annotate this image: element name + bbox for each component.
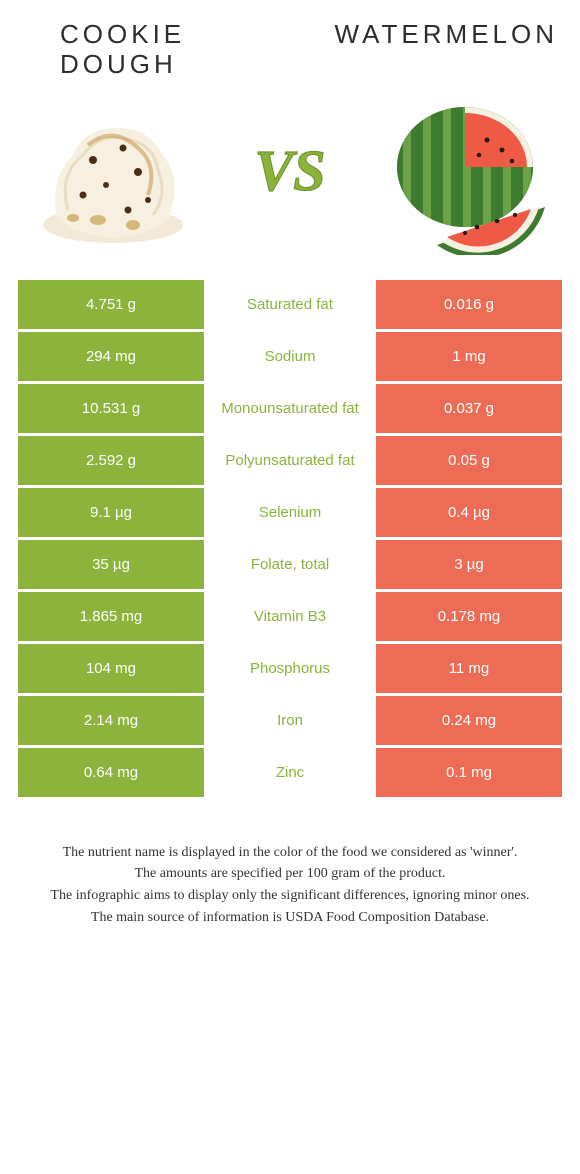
nutrient-table: 4.751 gSaturated fat0.016 g294 mgSodium1… bbox=[18, 280, 562, 800]
table-row: 104 mgPhosphorus11 mg bbox=[18, 644, 562, 696]
left-value: 4.751 g bbox=[18, 280, 204, 329]
nutrient-label: Selenium bbox=[204, 488, 376, 537]
right-food-image bbox=[372, 90, 562, 260]
left-value: 0.64 mg bbox=[18, 748, 204, 797]
hero-row: VS bbox=[18, 90, 562, 260]
table-row: 1.865 mgVitamin B30.178 mg bbox=[18, 592, 562, 644]
left-food-title: COOKIE DOUGH bbox=[18, 20, 290, 80]
left-value: 35 µg bbox=[18, 540, 204, 589]
nutrient-label: Monounsaturated fat bbox=[204, 384, 376, 433]
right-food-title: WATERMELON bbox=[290, 20, 562, 50]
left-value: 9.1 µg bbox=[18, 488, 204, 537]
right-value: 0.05 g bbox=[376, 436, 562, 485]
right-value: 0.178 mg bbox=[376, 592, 562, 641]
explanation-footer: The nutrient name is displayed in the co… bbox=[18, 842, 562, 929]
table-row: 2.592 gPolyunsaturated fat0.05 g bbox=[18, 436, 562, 488]
footer-line: The nutrient name is displayed in the co… bbox=[46, 842, 534, 864]
footer-line: The main source of information is USDA F… bbox=[46, 907, 534, 929]
nutrient-label: Sodium bbox=[204, 332, 376, 381]
table-row: 294 mgSodium1 mg bbox=[18, 332, 562, 384]
table-row: 2.14 mgIron0.24 mg bbox=[18, 696, 562, 748]
left-value: 294 mg bbox=[18, 332, 204, 381]
footer-line: The amounts are specified per 100 gram o… bbox=[46, 863, 534, 885]
table-row: 4.751 gSaturated fat0.016 g bbox=[18, 280, 562, 332]
left-value: 1.865 mg bbox=[18, 592, 204, 641]
nutrient-label: Zinc bbox=[204, 748, 376, 797]
right-value: 0.016 g bbox=[376, 280, 562, 329]
nutrient-label: Folate, total bbox=[204, 540, 376, 589]
table-row: 35 µgFolate, total3 µg bbox=[18, 540, 562, 592]
left-value: 2.592 g bbox=[18, 436, 204, 485]
right-value: 3 µg bbox=[376, 540, 562, 589]
right-value: 0.24 mg bbox=[376, 696, 562, 745]
nutrient-label: Iron bbox=[204, 696, 376, 745]
nutrient-label: Phosphorus bbox=[204, 644, 376, 693]
left-value: 10.531 g bbox=[18, 384, 204, 433]
left-food-image bbox=[18, 90, 208, 260]
right-value: 0.1 mg bbox=[376, 748, 562, 797]
table-row: 10.531 gMonounsaturated fat0.037 g bbox=[18, 384, 562, 436]
right-value: 0.4 µg bbox=[376, 488, 562, 537]
nutrient-label: Saturated fat bbox=[204, 280, 376, 329]
nutrient-label: Vitamin B3 bbox=[204, 592, 376, 641]
nutrient-label: Polyunsaturated fat bbox=[204, 436, 376, 485]
titles-row: COOKIE DOUGH WATERMELON bbox=[18, 20, 562, 80]
infographic-container: COOKIE DOUGH WATERMELON bbox=[0, 0, 580, 953]
table-row: 9.1 µgSelenium0.4 µg bbox=[18, 488, 562, 540]
vs-badge: VS bbox=[225, 132, 355, 217]
table-row: 0.64 mgZinc0.1 mg bbox=[18, 748, 562, 800]
right-value: 0.037 g bbox=[376, 384, 562, 433]
left-value: 104 mg bbox=[18, 644, 204, 693]
vs-text: VS bbox=[255, 138, 326, 203]
right-value: 11 mg bbox=[376, 644, 562, 693]
footer-line: The infographic aims to display only the… bbox=[46, 885, 534, 907]
left-value: 2.14 mg bbox=[18, 696, 204, 745]
right-value: 1 mg bbox=[376, 332, 562, 381]
